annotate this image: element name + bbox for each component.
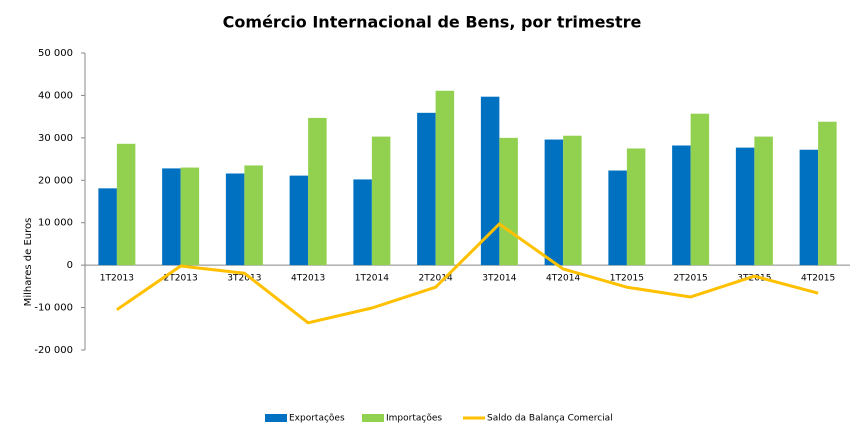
x-tick-label: 4T2014 (546, 274, 580, 284)
bar (353, 179, 372, 266)
bar (435, 90, 455, 266)
line-series (116, 222, 819, 325)
y-tick-label: 10 000 (38, 218, 73, 229)
bar (180, 167, 200, 266)
x-tick-label: 1T2013 (100, 274, 134, 284)
x-tick-label: 2T2015 (674, 274, 708, 284)
bar (735, 147, 755, 266)
bar (754, 136, 773, 266)
bar (818, 121, 837, 266)
legend-label: Importações (386, 414, 442, 424)
x-tick-label: 4T2013 (291, 274, 325, 284)
y-axis-label: Milhares de Euros (23, 218, 34, 307)
x-tick-label: 3T2015 (737, 274, 771, 284)
bar (289, 175, 309, 266)
bar (626, 148, 646, 266)
bar (116, 143, 136, 266)
x-tick-label: 2T2013 (164, 274, 198, 284)
legend-label: Saldo da Balança Comercial (487, 414, 613, 424)
y-tick-label: -10 000 (34, 303, 73, 314)
y-tick-label: 50 000 (38, 48, 73, 59)
x-tick-label: 4T2015 (801, 274, 835, 284)
y-tick-label: 40 000 (38, 90, 73, 101)
y-tick-label: 30 000 (38, 133, 73, 144)
y-tick-label: 20 000 (38, 175, 73, 186)
bar (98, 188, 117, 266)
bar (244, 165, 263, 266)
x-tick-label: 1T2015 (610, 274, 644, 284)
legend-swatch (362, 414, 384, 422)
chart-title: Comércio Internacional de Bens, por trim… (223, 13, 642, 32)
bar (608, 170, 627, 266)
bar (225, 173, 245, 266)
y-tick-label: 0 (67, 260, 73, 271)
x-tick-label: 3T2014 (482, 274, 516, 284)
bar (371, 136, 391, 266)
bar (499, 137, 518, 266)
bar (563, 135, 582, 266)
x-tick-label: 3T2013 (227, 274, 261, 284)
bar (799, 149, 819, 266)
bar (162, 168, 181, 266)
bar (672, 145, 691, 266)
y-tick-label: -20 000 (34, 345, 73, 356)
legend-label: Exportações (289, 414, 345, 424)
legend-swatch (265, 414, 287, 422)
x-tick-label: 1T2014 (355, 274, 389, 284)
bar (690, 113, 710, 266)
x-tick-label: 2T2014 (419, 274, 453, 284)
bar (308, 117, 327, 266)
bar (544, 139, 564, 266)
bar (417, 112, 436, 266)
bar (480, 96, 500, 266)
